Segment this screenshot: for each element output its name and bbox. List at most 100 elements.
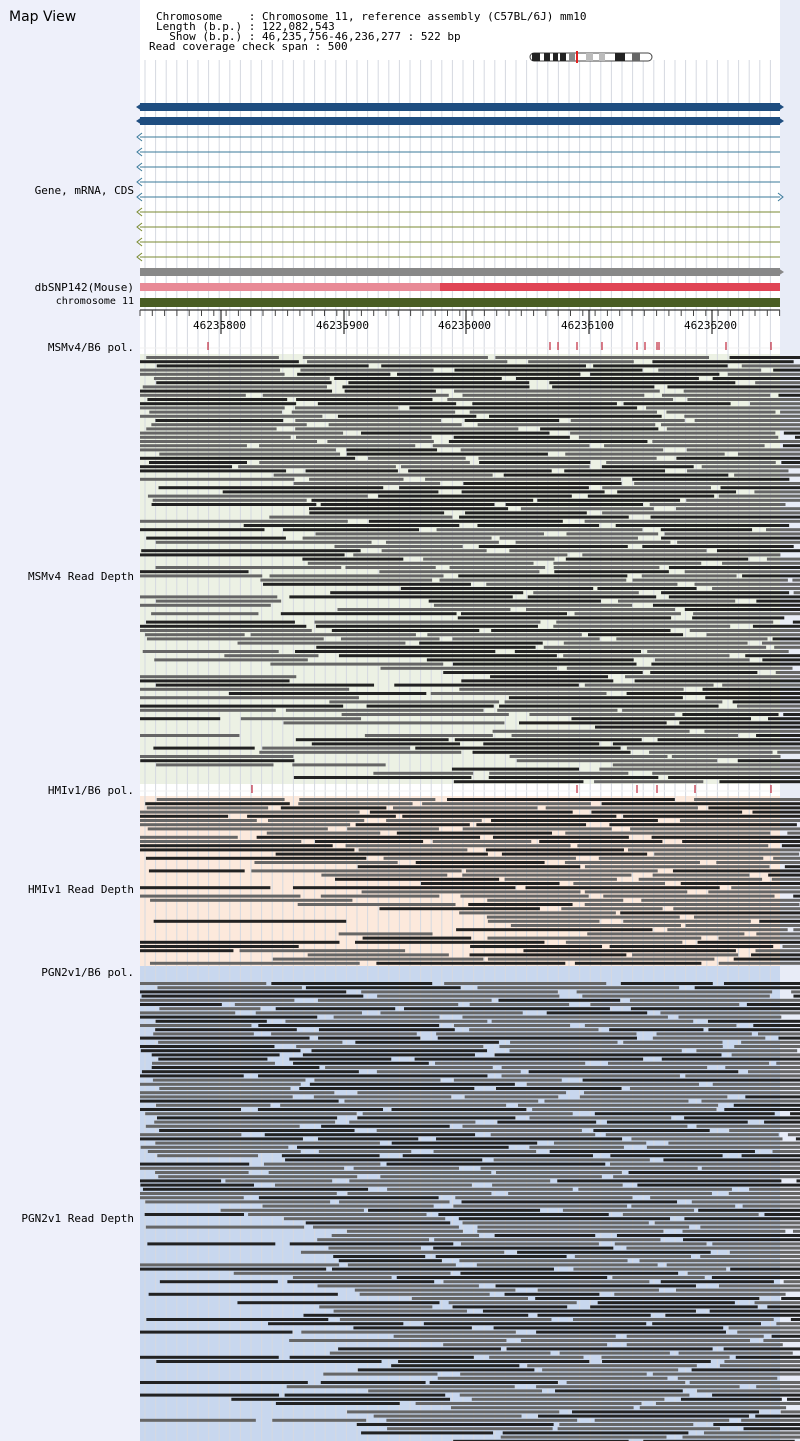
pgn-read (258, 1024, 440, 1027)
msm-read (566, 532, 659, 536)
track-label-panel (0, 0, 140, 1441)
msm-read (344, 389, 436, 393)
msm-read (768, 717, 800, 721)
pgn-read (776, 1061, 800, 1065)
pgn-read (387, 1187, 573, 1191)
pgn-read (459, 1393, 690, 1397)
hmi-read (784, 865, 800, 869)
msm-read (155, 419, 284, 422)
msm-read (651, 662, 800, 666)
hmi-read (361, 890, 581, 894)
hmi-read (140, 940, 340, 944)
pgn-read (362, 1112, 573, 1116)
pgn-read (140, 982, 267, 985)
pgn-read (271, 1032, 417, 1036)
msm-read (415, 746, 621, 750)
msm-read (338, 654, 557, 658)
pgn-read (730, 1267, 800, 1271)
msm-read (504, 700, 723, 704)
hmi-read (379, 907, 540, 911)
msm-read (151, 423, 307, 427)
msm-read (694, 419, 800, 422)
pgn-read (680, 1397, 782, 1401)
pgn-read (678, 1015, 782, 1019)
pgn-pol-track-label: PGN2v1/B6 pol. (41, 966, 134, 979)
hmi-read (140, 814, 229, 818)
msm-read (364, 734, 493, 737)
msm-read (742, 574, 800, 578)
hmi-read (667, 928, 788, 932)
pgn-read (328, 1246, 421, 1250)
hmi-read (638, 877, 763, 881)
msm-read (497, 708, 618, 712)
ideogram-band (560, 53, 566, 61)
msm-read (451, 767, 580, 771)
hmi-read (393, 806, 538, 810)
msm-read (259, 750, 462, 754)
hmi-read (641, 898, 800, 902)
pgn-read (546, 1011, 648, 1015)
msm-read (345, 566, 436, 569)
pgn-read (489, 1355, 584, 1359)
length-info: Length (b.p.) : 122,082,543 (156, 20, 335, 33)
pgn-read (391, 1141, 538, 1145)
msm-read (263, 582, 471, 586)
pgn-read (386, 1162, 606, 1166)
msm-read (329, 700, 500, 704)
msm-read (661, 393, 771, 397)
msm-read (792, 578, 800, 582)
msm-read (483, 742, 600, 746)
pgn-read (464, 1095, 559, 1099)
msm-read (262, 393, 449, 397)
hmi-read (314, 840, 424, 843)
pgn-read (594, 1418, 730, 1422)
msm-read (140, 717, 221, 721)
dbsnp-pink-bar (140, 283, 440, 291)
msm-read (465, 511, 587, 515)
msm-read (146, 620, 295, 624)
msm-read (505, 503, 643, 506)
msm-read (385, 540, 499, 544)
msm-read (342, 385, 530, 389)
msm-read (147, 494, 368, 498)
msm-read (439, 578, 627, 582)
pgn-read (220, 1208, 364, 1212)
msm-read (361, 431, 550, 435)
msm-read (679, 721, 800, 725)
hmi-read (755, 949, 800, 953)
msm-read (140, 755, 294, 758)
msm-read (259, 461, 470, 464)
msm-read (716, 549, 800, 553)
msm-read (462, 393, 645, 397)
pgn-read (684, 1217, 800, 1221)
pgn-read (147, 1150, 301, 1153)
dbsnp-red-bar (440, 283, 780, 291)
pgn-read (735, 1355, 800, 1359)
hmi-read (140, 810, 360, 814)
msm-read (368, 456, 466, 460)
msm-read (489, 771, 629, 775)
pgn-read (537, 1313, 651, 1317)
hmi-read (751, 953, 800, 957)
pgn-read (268, 1171, 492, 1174)
pgn-read (140, 1355, 279, 1359)
msm-read (428, 599, 601, 603)
pgn-read (494, 1234, 596, 1237)
pgn-read (477, 1229, 664, 1233)
pgn-read (287, 1280, 435, 1284)
pgn-read (140, 1133, 242, 1137)
pgn-read (724, 1360, 800, 1363)
msm-read (436, 528, 643, 532)
hmi-pol-track-label: HMIv1/B6 pol. (47, 784, 134, 797)
msm-read (394, 683, 579, 687)
msm-read (587, 494, 715, 498)
ideogram-band (544, 53, 550, 61)
msm-read (675, 507, 800, 511)
pgn-read (460, 1271, 679, 1275)
pgn-read (572, 1318, 774, 1321)
msm-read (671, 755, 781, 758)
pgn-read (792, 1229, 800, 1233)
hmi-read (345, 844, 571, 848)
hmi-read (584, 890, 688, 894)
